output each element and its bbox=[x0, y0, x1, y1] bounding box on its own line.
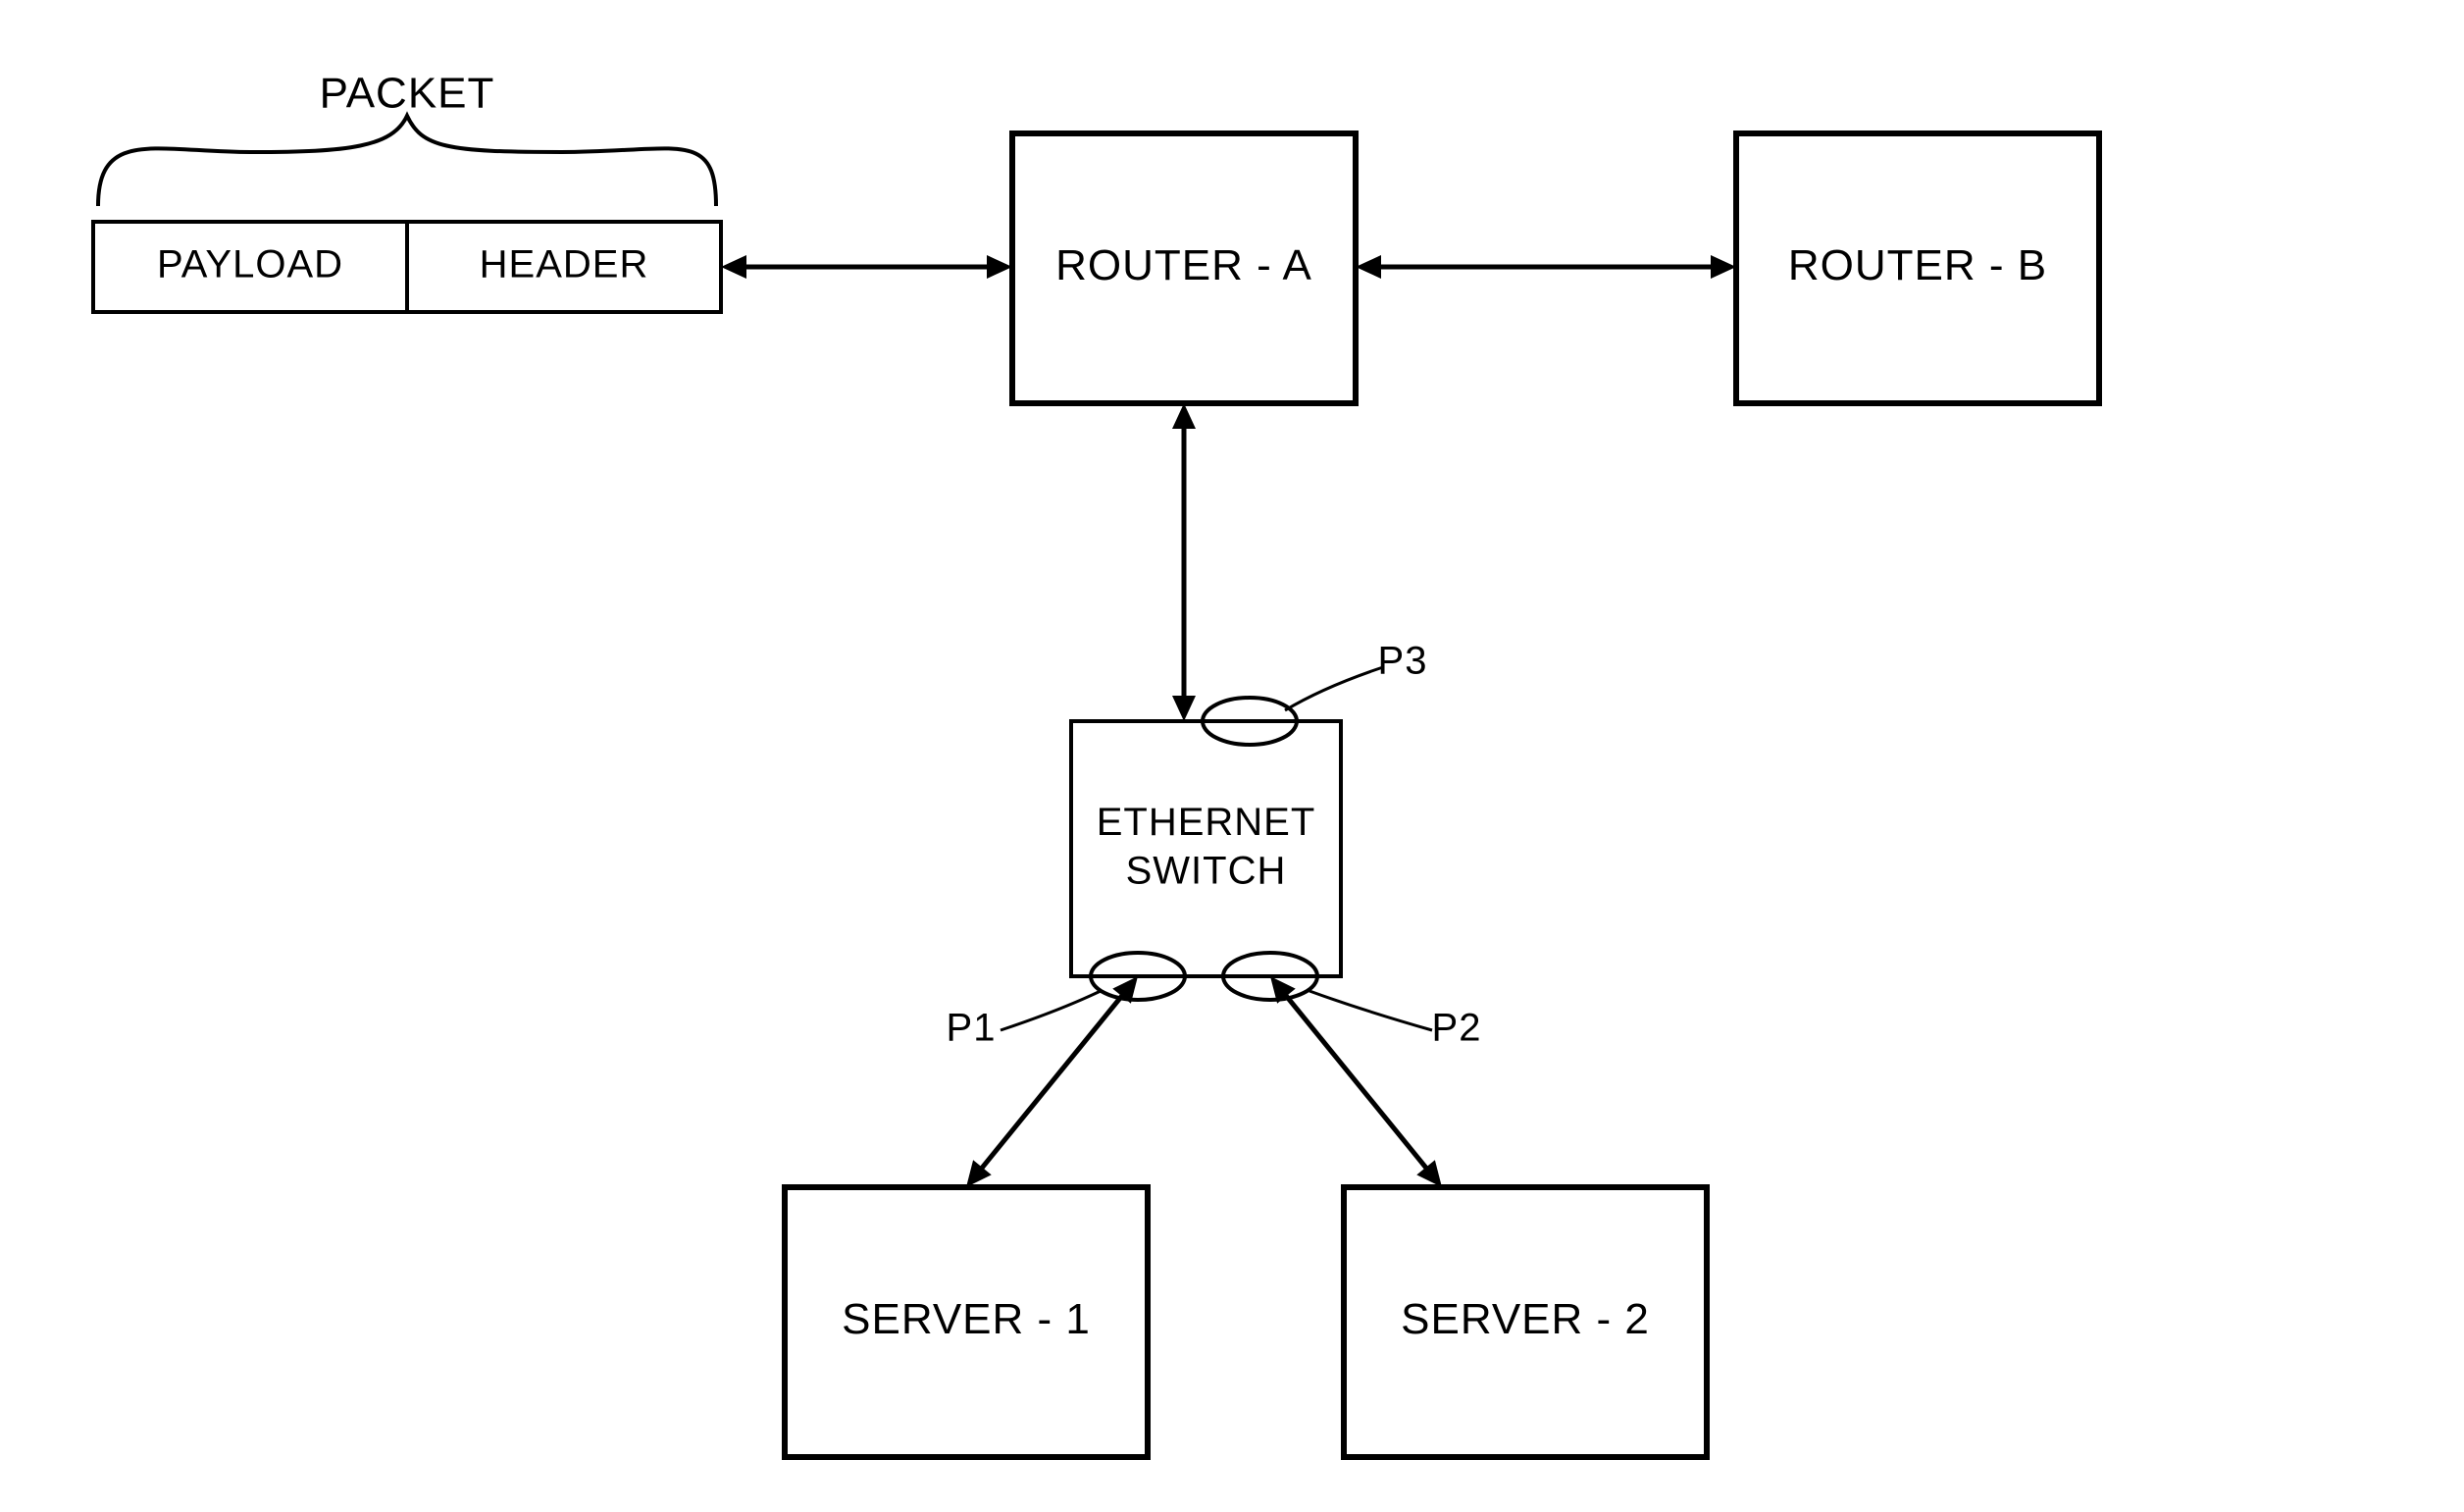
port-p1-label: P1 bbox=[947, 1007, 997, 1050]
edge-1 bbox=[1356, 255, 1736, 279]
node-payload-label: PAYLOAD bbox=[157, 243, 343, 287]
node-header-label: HEADER bbox=[480, 243, 649, 287]
edge-2 bbox=[1172, 403, 1196, 721]
node-router_b-label: ROUTER - B bbox=[1788, 241, 2047, 289]
node-switch-label-l1: ETHERNET bbox=[1097, 801, 1316, 844]
node-switch-label-l2: SWITCH bbox=[1126, 849, 1287, 892]
node-router_a-label: ROUTER - A bbox=[1055, 241, 1312, 289]
node-switch: ETHERNET SWITCH bbox=[1071, 721, 1341, 976]
node-server_1-label: SERVER - 1 bbox=[842, 1295, 1091, 1343]
packet-brace bbox=[98, 116, 716, 206]
packet-label: PACKET bbox=[320, 70, 495, 118]
node-server_2-label: SERVER - 2 bbox=[1401, 1295, 1650, 1343]
network-diagram: PAYLOAD HEADER ROUTER - A ROUTER - B ETHERNE… bbox=[0, 0, 2464, 1512]
port-p2-label: P2 bbox=[1432, 1007, 1482, 1050]
node-router_a: ROUTER - A bbox=[1012, 133, 1356, 403]
node-server_2: SERVER - 2 bbox=[1344, 1187, 1707, 1457]
node-payload: PAYLOAD bbox=[93, 222, 407, 312]
node-server_1: SERVER - 1 bbox=[785, 1187, 1148, 1457]
node-router_b: ROUTER - B bbox=[1736, 133, 2099, 403]
node-header: HEADER bbox=[407, 222, 721, 312]
edge-0 bbox=[721, 255, 1012, 279]
port-p3-label: P3 bbox=[1378, 640, 1428, 683]
